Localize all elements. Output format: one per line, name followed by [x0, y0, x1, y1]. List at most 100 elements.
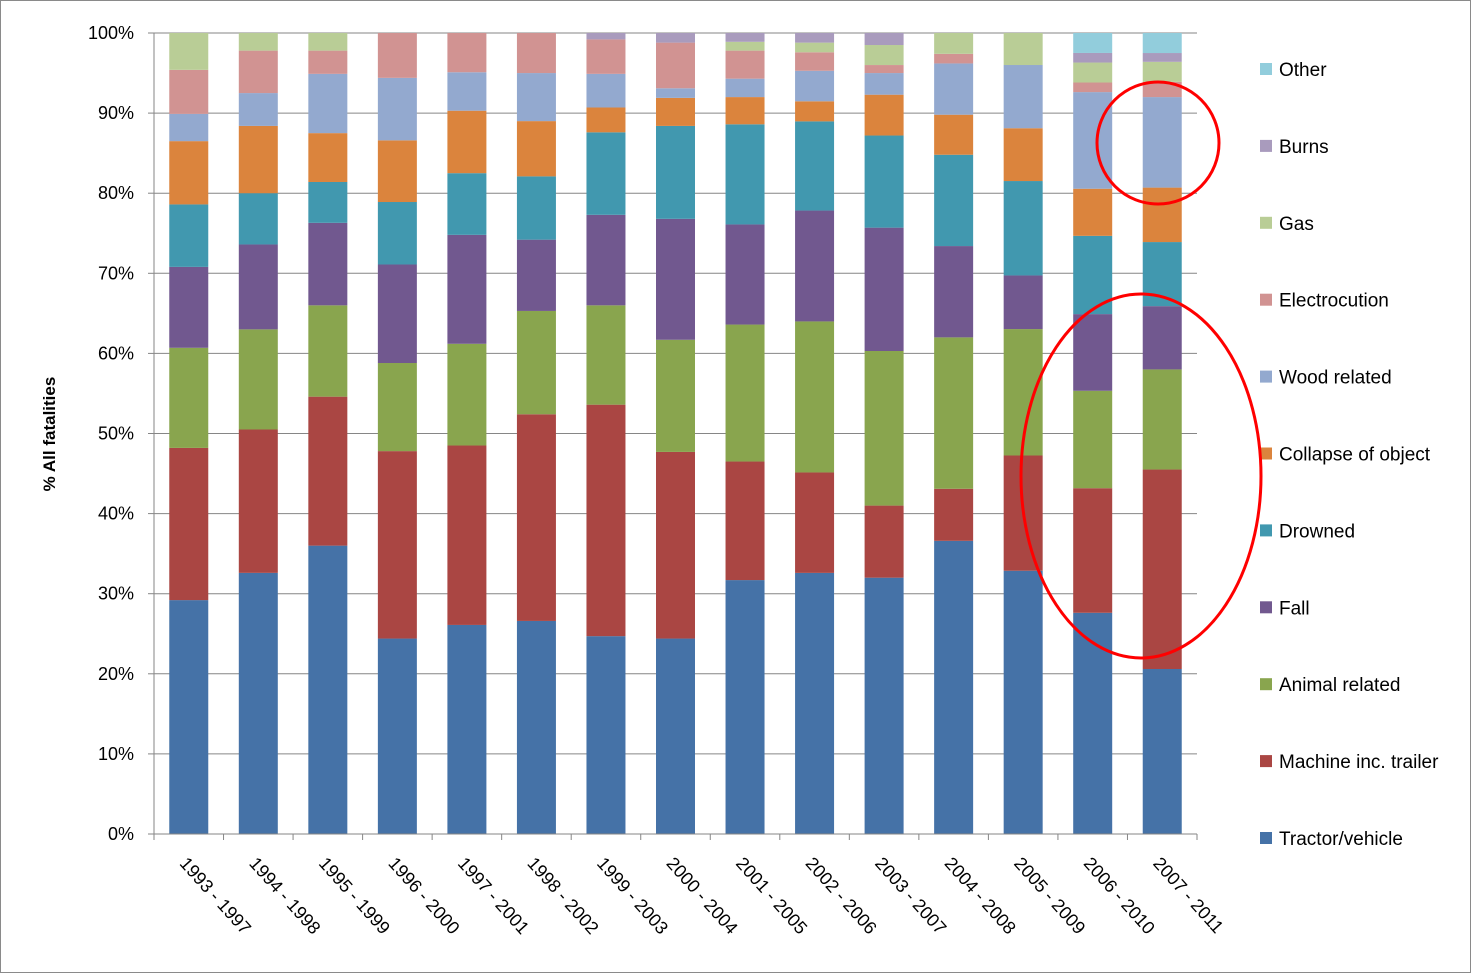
bar-segment	[795, 210, 835, 322]
legend-swatch	[1260, 832, 1272, 844]
bars	[169, 33, 1182, 834]
bar-segment	[377, 638, 417, 834]
bar-segment	[516, 414, 556, 621]
bar-segment	[795, 321, 835, 473]
x-tick-label: 1994 - 1998	[245, 853, 324, 938]
bar-segment	[1003, 181, 1043, 276]
bar-segment	[169, 141, 209, 205]
bar-segment	[377, 77, 417, 141]
bar-segment	[238, 244, 278, 330]
legend-label: Collapse of object	[1279, 445, 1431, 466]
bar-segment	[1142, 61, 1182, 82]
legend-swatch	[1260, 139, 1272, 152]
bar-segment	[238, 572, 278, 834]
bar-segment	[795, 33, 835, 43]
y-tick-label: 50%	[98, 424, 134, 444]
bar-segment	[1073, 62, 1113, 83]
x-tick-label: 1995 - 1999	[315, 853, 394, 938]
bar-segment	[586, 636, 626, 834]
bar-segment	[725, 97, 765, 125]
bar-segment	[864, 577, 904, 834]
bar-segment	[308, 133, 348, 182]
bar-segment	[1003, 275, 1043, 330]
bar-segment	[238, 33, 278, 51]
bar-segment	[934, 154, 974, 247]
bar-segment	[586, 214, 626, 306]
bar-segment	[864, 135, 904, 228]
x-tick-label: 2004 - 2008	[941, 853, 1020, 938]
bar-segment	[308, 33, 348, 51]
bar-segment	[864, 33, 904, 46]
bar-segment	[377, 363, 417, 452]
bar-segment	[656, 218, 695, 340]
bar-segment	[308, 305, 348, 397]
bar-segment	[169, 347, 209, 448]
axes	[148, 32, 1198, 840]
bar-segment	[795, 121, 835, 211]
bar-segment	[934, 63, 974, 115]
y-tick-label: 80%	[98, 183, 134, 203]
bar-segment	[377, 451, 417, 639]
bar-segment	[725, 580, 765, 834]
legend-label: Other	[1279, 60, 1327, 81]
y-axis-label: % All fatalities	[40, 377, 59, 492]
bar-segment	[934, 114, 974, 155]
bar-segment	[725, 78, 765, 98]
bar-segment	[169, 600, 209, 834]
legend-swatch	[1260, 601, 1272, 614]
bar-segment	[308, 545, 348, 834]
bar-segment	[447, 445, 487, 625]
x-tick-label: 2007 - 2011	[1149, 853, 1227, 937]
legend-swatch	[1260, 293, 1272, 306]
bar-segment	[447, 173, 487, 235]
annotations	[1019, 80, 1263, 660]
bar-segment	[795, 70, 835, 102]
bar-segment	[586, 404, 626, 637]
x-tick-label: 1999 - 2003	[593, 853, 672, 938]
bar-segment	[864, 65, 904, 74]
bar-segment	[1073, 33, 1113, 53]
bar-segment	[1142, 97, 1182, 188]
bar-segment	[864, 73, 904, 95]
bar-segment	[377, 202, 417, 265]
legend-swatch	[1260, 447, 1272, 460]
bar-segment	[934, 337, 974, 489]
bar-segment	[1003, 33, 1043, 66]
bar-segment	[725, 124, 765, 225]
bar-segment	[725, 50, 765, 79]
bar-segment	[516, 73, 556, 122]
bar-segment	[864, 45, 904, 66]
bar-segment	[934, 540, 974, 834]
bar-segment	[656, 451, 695, 639]
bar-segment	[377, 33, 417, 78]
bar-segment	[656, 125, 695, 219]
y-tick-labels: 0% 10% 20% 30% 40% 50% 60% 70% 80% 90% 100%	[88, 23, 134, 844]
x-tick-label: 2001 - 2005	[732, 853, 811, 938]
bar-segment	[377, 140, 417, 203]
legend: Other Burns Gas Electrocution Wood related Co…	[1260, 60, 1439, 850]
legend-label: Drowned	[1279, 521, 1355, 542]
bar-segment	[516, 239, 556, 311]
bar-segment	[238, 193, 278, 245]
bar-segment	[586, 33, 626, 40]
bar-segment	[934, 246, 974, 338]
bar-segment	[1142, 369, 1182, 470]
bar-segment	[308, 50, 348, 74]
y-tick-label: 30%	[98, 584, 134, 604]
bar-segment	[308, 181, 348, 223]
bar-segment	[795, 572, 835, 834]
y-tick-label: 40%	[98, 504, 134, 524]
bar-segment	[725, 41, 765, 51]
bar-segment	[1142, 306, 1182, 370]
bar-segment	[169, 266, 209, 348]
legend-swatch	[1260, 755, 1272, 768]
y-tick-label: 70%	[98, 263, 134, 283]
bar-segment	[864, 350, 904, 506]
bar-segment	[1142, 469, 1182, 669]
bar-segment	[656, 88, 695, 98]
bar-segment	[1003, 65, 1043, 129]
bar-segment	[586, 39, 626, 74]
bar-segment	[795, 42, 835, 53]
